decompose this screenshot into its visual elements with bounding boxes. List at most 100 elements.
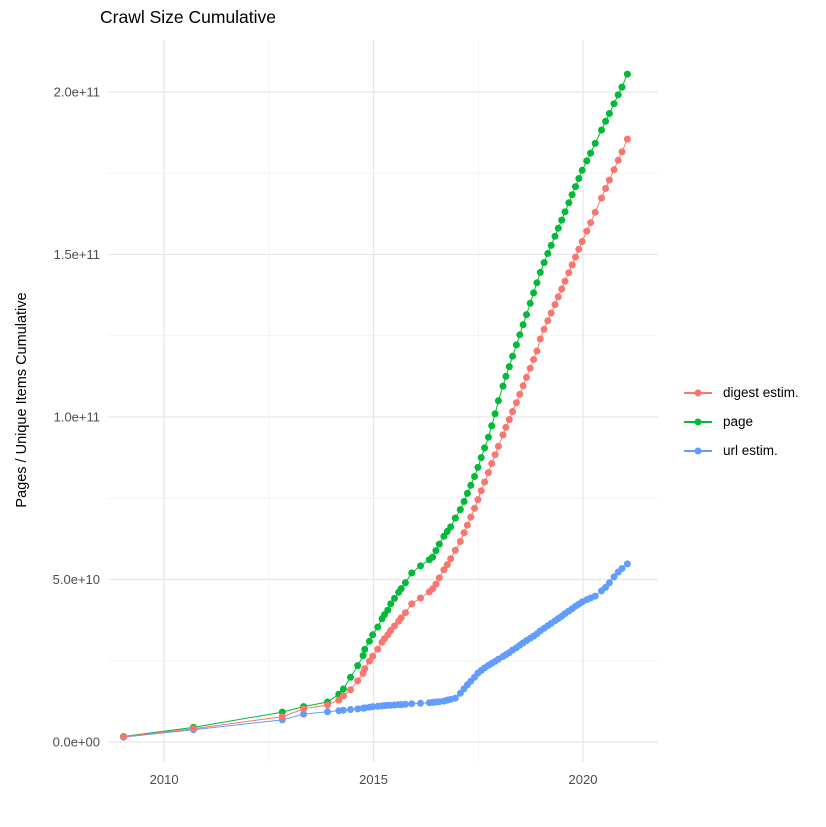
data-point [578,166,586,174]
y-tick-label: 0.0e+00 [53,735,100,750]
data-point [391,622,398,630]
data-point [572,253,579,261]
data-point [463,521,471,529]
data-point [347,686,354,694]
data-point [471,504,478,512]
data-point [509,408,517,415]
data-point [568,261,576,269]
data-point [516,331,524,339]
data-point [540,259,548,267]
legend-item-url-estim: url estim. [684,436,799,465]
data-point [365,657,373,665]
y-tick-label: 5.0e+10 [53,572,100,587]
data-point [447,555,455,563]
data-point [324,701,331,709]
data-point [575,245,583,253]
x-tick-label: 2015 [359,772,388,787]
data-point [602,185,610,192]
data-point [598,194,605,202]
data-point [544,317,552,325]
data-point [554,293,562,301]
data-point [460,529,468,537]
data-point [369,652,377,660]
data-point [587,149,595,157]
data-point [451,514,459,522]
data-point [401,609,409,617]
data-point [451,694,459,702]
data-point [354,677,362,685]
series-page [120,70,631,740]
legend-key-icon [684,386,712,400]
legend-item-digest-estim: digest estim. [684,378,799,407]
data-point [460,498,468,505]
legend-key-dot [694,447,702,454]
data-point [610,166,618,174]
data-point [554,224,562,232]
data-point [387,600,395,608]
data-point [494,397,502,405]
series-digest-estim [120,135,631,741]
data-point [583,227,591,235]
data-point [618,148,626,156]
data-point [614,91,622,99]
data-point [536,268,544,276]
data-point [509,352,517,360]
data-point [494,442,502,450]
data-point [540,325,548,333]
data-point [369,631,377,639]
y-axis-title: Pages / Unique Items Cumulative [14,292,30,508]
data-point [536,335,544,343]
data-point [440,532,448,540]
data-point [463,489,471,497]
data-point [481,444,489,452]
x-tick-labels: 2010 2015 2020 [150,772,598,787]
data-point [533,279,541,287]
data-point [477,454,485,462]
series-url-estim [120,560,631,741]
data-point [397,614,405,622]
data-point [361,665,369,673]
data-point [474,496,482,504]
data-point [361,645,369,653]
data-point [484,433,492,441]
data-point [190,725,197,733]
data-point [505,363,513,371]
data-point [391,594,398,602]
data-point [339,692,347,700]
data-point [591,139,599,147]
data-point [605,110,613,117]
legend-key-icon [684,444,712,458]
data-point [278,713,286,721]
data-point [432,580,440,588]
data-point [435,574,443,582]
data-point [456,689,464,697]
data-point [491,410,499,418]
data-point [561,208,569,216]
data-point [384,606,392,614]
data-point [610,573,618,581]
data-point [324,708,331,716]
data-point [551,301,559,309]
data-point [547,241,555,249]
data-point [565,269,573,277]
legend-key-dot [694,389,702,396]
data-point [519,382,527,390]
data-point [502,423,510,431]
data-point [499,382,507,390]
data-point [575,175,583,182]
data-point [561,277,569,285]
y-tick-label: 1.5e+11 [54,247,100,262]
data-point [456,538,464,545]
legend-item-page: page [684,407,799,436]
data-point [401,579,409,587]
data-point [443,561,451,569]
data-point [530,289,538,297]
data-point [526,364,534,372]
data-point [499,431,507,439]
data-point [300,705,308,713]
data-point [512,341,520,349]
data-point [359,652,367,660]
data-point [467,513,475,521]
data-point [456,506,464,514]
